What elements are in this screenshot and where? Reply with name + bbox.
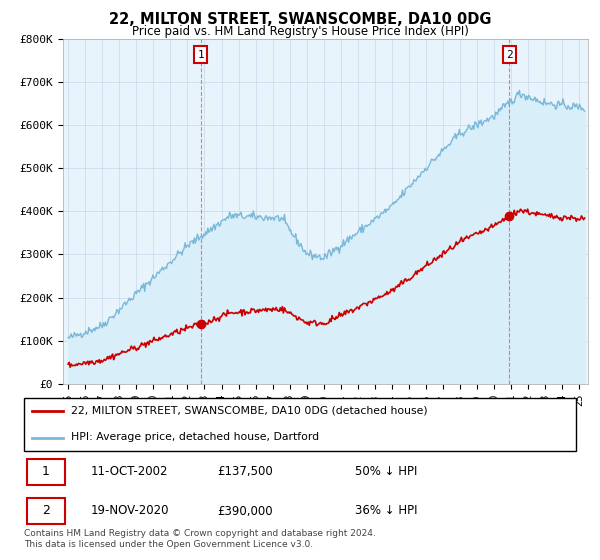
Bar [27, 459, 65, 485]
Text: 11-OCT-2002: 11-OCT-2002 [90, 465, 168, 478]
Text: 50% ↓ HPI: 50% ↓ HPI [355, 465, 418, 478]
Text: 19-NOV-2020: 19-NOV-2020 [90, 505, 169, 517]
Text: 1: 1 [197, 49, 204, 59]
Text: 2: 2 [42, 505, 50, 517]
Text: 22, MILTON STREET, SWANSCOMBE, DA10 0DG: 22, MILTON STREET, SWANSCOMBE, DA10 0DG [109, 12, 491, 27]
Text: £137,500: £137,500 [217, 465, 273, 478]
Text: 1: 1 [42, 465, 50, 478]
Bar [27, 498, 65, 524]
Text: £390,000: £390,000 [217, 505, 273, 517]
Text: 36% ↓ HPI: 36% ↓ HPI [355, 505, 418, 517]
Text: Contains HM Land Registry data © Crown copyright and database right 2024.
This d: Contains HM Land Registry data © Crown c… [24, 529, 376, 549]
Text: 22, MILTON STREET, SWANSCOMBE, DA10 0DG (detached house): 22, MILTON STREET, SWANSCOMBE, DA10 0DG … [71, 406, 428, 416]
Text: HPI: Average price, detached house, Dartford: HPI: Average price, detached house, Dart… [71, 432, 319, 442]
Text: Price paid vs. HM Land Registry's House Price Index (HPI): Price paid vs. HM Land Registry's House … [131, 25, 469, 38]
Text: 2: 2 [506, 49, 512, 59]
